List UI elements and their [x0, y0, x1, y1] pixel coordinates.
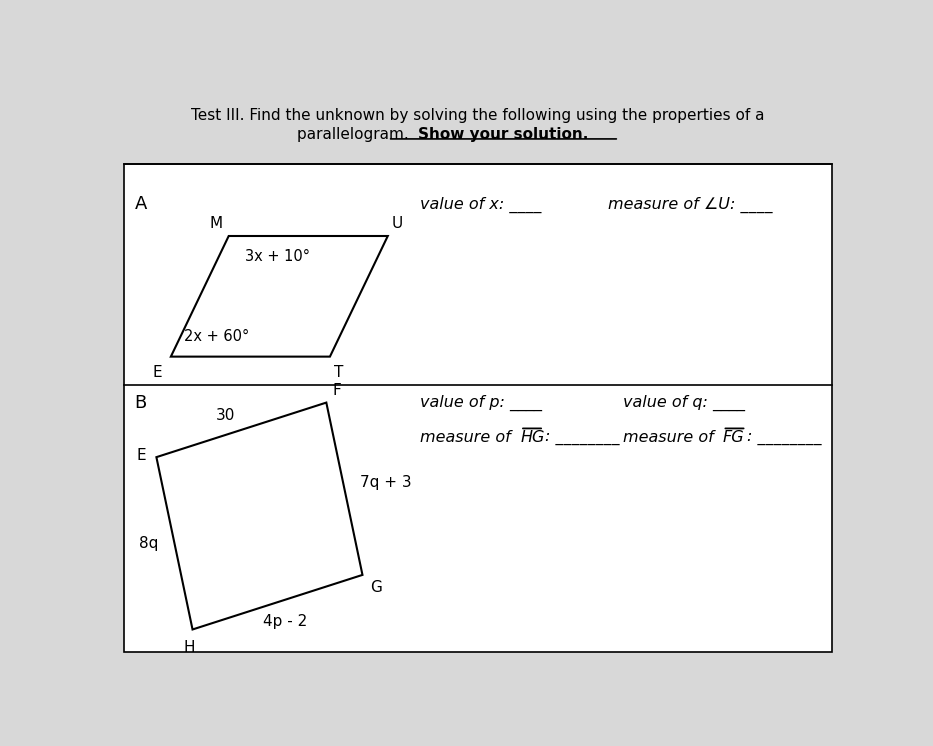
Text: B: B [134, 394, 147, 412]
Text: A: A [134, 195, 147, 213]
Text: 8q: 8q [139, 536, 159, 551]
Text: M: M [210, 216, 223, 231]
Text: Show your solution.: Show your solution. [418, 127, 589, 142]
Text: F: F [332, 383, 341, 398]
Text: 3x + 10°: 3x + 10° [244, 248, 310, 263]
Text: parallelogram.: parallelogram. [297, 127, 413, 142]
Text: value of q: ____: value of q: ____ [622, 395, 745, 411]
Text: measure of: measure of [420, 430, 516, 445]
Text: H: H [183, 640, 195, 655]
Text: : ________: : ________ [545, 430, 620, 445]
Text: FG: FG [722, 430, 745, 445]
Text: measure of ∠U: ____: measure of ∠U: ____ [608, 196, 773, 213]
Text: measure of: measure of [622, 430, 718, 445]
Text: E: E [153, 366, 162, 380]
Text: value of x: ____: value of x: ____ [420, 196, 542, 213]
Text: value of p: ____: value of p: ____ [420, 395, 542, 411]
Text: E: E [136, 448, 146, 463]
Text: 2x + 60°: 2x + 60° [184, 329, 249, 344]
Text: HG: HG [520, 430, 545, 445]
Text: : ________: : ________ [747, 430, 822, 445]
Text: 4p - 2: 4p - 2 [262, 614, 307, 629]
Text: Test III. Find the unknown by solving the following using the properties of a: Test III. Find the unknown by solving th… [191, 108, 765, 123]
Text: 30: 30 [216, 408, 235, 423]
Text: T: T [334, 366, 343, 380]
FancyBboxPatch shape [124, 164, 832, 653]
Text: G: G [369, 580, 382, 595]
Text: U: U [392, 216, 403, 231]
Text: 7q + 3: 7q + 3 [360, 475, 412, 491]
